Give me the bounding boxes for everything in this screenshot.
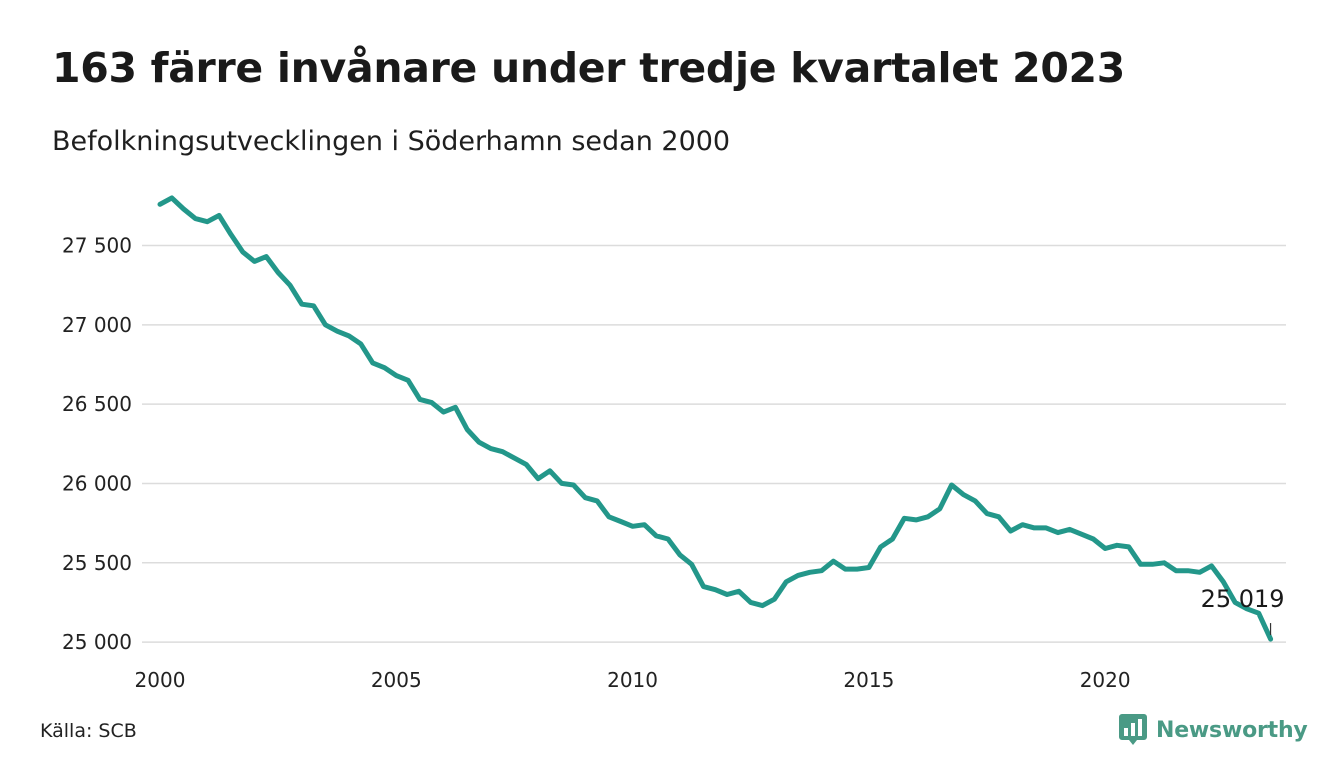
series-line-0	[157, 195, 1274, 642]
bar-chart-speech-bubble-icon	[1119, 714, 1147, 745]
y-tick-label: 27 500	[62, 234, 132, 258]
x-tick-label: 2020	[1080, 668, 1131, 692]
source-note: Källa: SCB	[40, 720, 137, 742]
brand-name: Newsworthy	[1156, 717, 1308, 743]
x-tick-label: 2000	[135, 668, 186, 692]
x-axis-ticks: 2000 2005 2010 2015 2020	[135, 668, 1131, 692]
chart-title: 163 färre invånare under tredje kvartale…	[52, 44, 1126, 92]
y-tick-label: 27 000	[62, 313, 132, 337]
brand-logo: Newsworthy	[1118, 713, 1308, 747]
x-tick-label: 2015	[843, 668, 894, 692]
x-tick-label: 2010	[607, 668, 658, 692]
y-tick-label: 25 500	[62, 551, 132, 575]
y-tick-label: 26 000	[62, 471, 132, 495]
y-tick-label: 26 500	[62, 392, 132, 416]
series-lines	[157, 195, 1274, 642]
y-tick-label: 25 000	[62, 630, 132, 654]
annotations: 25 019	[1201, 585, 1285, 636]
end-value-label: 25 019	[1201, 585, 1285, 613]
chart-subtitle: Befolkningsutvecklingen i Söderhamn seda…	[52, 126, 731, 157]
x-tick-label: 2005	[371, 668, 422, 692]
grid-lines	[142, 244, 1286, 643]
y-axis-ticks: 25 000 25 500 26 000 26 500 27 000 27 500	[62, 234, 132, 655]
